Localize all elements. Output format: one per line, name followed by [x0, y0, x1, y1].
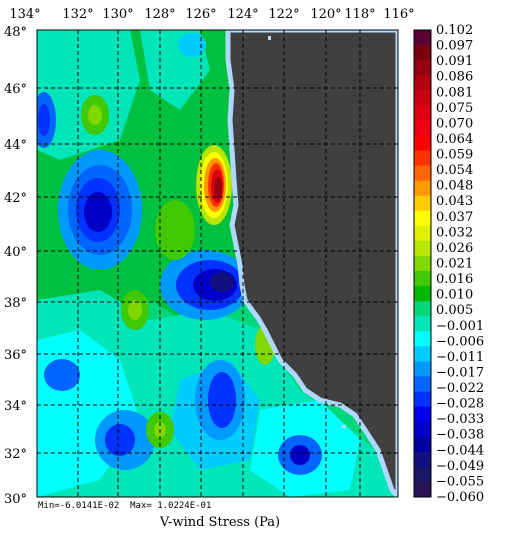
colorbar-label: 0.102 — [436, 23, 473, 38]
colorbar-label: −0.055 — [436, 474, 484, 489]
colorbar-swatch — [414, 90, 431, 106]
colorbar-label: 0.010 — [436, 288, 473, 303]
colorbar-label: −0.001 — [436, 319, 484, 334]
field-plot — [37, 30, 398, 497]
colorbar-swatch — [414, 180, 431, 197]
colorbar-swatch — [414, 436, 431, 453]
lat-label: 30° — [4, 492, 27, 507]
lon-label: 128° — [144, 7, 175, 22]
colorbar-label: −0.022 — [436, 381, 484, 396]
lon-label: 134° — [9, 7, 40, 22]
colorbar-label: 0.016 — [436, 272, 473, 287]
colorbar-label: 0.075 — [436, 101, 473, 116]
colorbar-label: 0.064 — [436, 132, 473, 147]
lon-label: 124° — [227, 7, 258, 22]
colorbar-swatch — [414, 30, 431, 46]
colorbar-swatch — [414, 105, 431, 121]
colorbar-swatch — [414, 135, 431, 152]
lon-label: 130° — [102, 7, 133, 22]
colorbar-border — [413, 29, 432, 498]
land-mass — [225, 30, 398, 497]
min-max-stats: Min=-6.0141E-02 Max= 1.0224E-01 — [38, 501, 212, 511]
colorbar-label: −0.060 — [436, 490, 484, 505]
colorbar-swatch — [414, 451, 431, 468]
colorbar-label: 0.021 — [436, 257, 473, 272]
colorbar-label: 0.048 — [436, 179, 473, 194]
lon-label: 116° — [383, 7, 414, 22]
colorbar-swatch — [414, 286, 431, 302]
longitude-labels: 134° 132° 130° 128° 126° 124° 122° 120° … — [9, 7, 414, 22]
lat-label: 42° — [4, 191, 27, 206]
colorbar-swatch — [414, 421, 431, 438]
colorbar-label: −0.006 — [436, 334, 484, 349]
lon-label: 122° — [268, 7, 299, 22]
latitude-labels: 48° 46° 44° 42° 40° 38° 36° 34° 32° 30° — [4, 25, 27, 507]
colorbar-label: 0.032 — [436, 225, 473, 240]
lat-label: 34° — [4, 399, 27, 414]
colorbar-label: 0.005 — [436, 303, 473, 318]
colorbar-label: 0.037 — [436, 210, 473, 225]
lat-label: 40° — [4, 245, 27, 260]
lon-label: 126° — [185, 7, 216, 22]
colorbar-swatch — [414, 225, 431, 242]
colorbar-swatch — [414, 240, 431, 257]
colorbar-swatch — [414, 45, 431, 61]
colorbar-swatch — [414, 301, 431, 317]
map-title: V-wind Stress (Pa) — [159, 515, 281, 530]
colorbar-label: −0.017 — [436, 365, 484, 380]
colorbar-label: 0.070 — [436, 116, 473, 131]
colorbar-swatch — [414, 376, 431, 393]
colorbar: 0.1020.0970.0910.0860.0810.0750.0700.064… — [413, 23, 484, 505]
lat-label: 36° — [4, 348, 27, 363]
colorbar-swatch — [414, 195, 431, 212]
colorbar-swatch — [414, 316, 431, 332]
lat-label: 46° — [4, 82, 27, 97]
lat-label: 38° — [4, 296, 27, 311]
grid-lines — [37, 30, 398, 497]
lon-label: 118° — [344, 7, 375, 22]
colorbar-swatch — [414, 361, 431, 377]
colorbar-swatch — [414, 210, 431, 227]
lon-label: 120° — [310, 7, 341, 22]
lat-label: 48° — [4, 25, 27, 40]
colorbar-swatch — [414, 120, 431, 136]
colorbar-swatch — [414, 150, 431, 167]
colorbar-swatch — [414, 165, 431, 182]
colorbar-label: −0.044 — [436, 443, 484, 458]
plot-border — [36, 29, 399, 498]
lat-label: 32° — [4, 447, 27, 462]
colorbar-swatch — [414, 331, 431, 347]
colorbar-swatch — [414, 60, 431, 76]
colorbar-label: 0.097 — [436, 39, 473, 54]
lon-label: 132° — [62, 7, 93, 22]
colorbar-label: 0.026 — [436, 241, 473, 256]
colorbar-swatch — [414, 255, 431, 272]
colorbar-label: 0.081 — [436, 85, 473, 100]
colorbar-label: −0.038 — [436, 428, 484, 443]
colorbar-label: 0.086 — [436, 70, 473, 85]
colorbar-label: 0.043 — [436, 194, 473, 209]
colorbar-label: 0.091 — [436, 54, 473, 69]
colorbar-swatch — [414, 75, 431, 91]
colorbar-label: −0.049 — [436, 459, 484, 474]
colorbar-swatch — [414, 346, 431, 362]
colorbar-swatch — [414, 271, 431, 287]
colorbar-label: −0.011 — [436, 350, 484, 365]
colorbar-swatch — [414, 481, 431, 498]
colorbar-label: −0.033 — [436, 412, 484, 427]
colorbar-swatch — [414, 391, 431, 408]
colorbar-label: −0.028 — [436, 397, 484, 412]
colorbar-label: 0.054 — [436, 163, 473, 178]
lat-label: 44° — [4, 138, 27, 153]
colorbar-swatch — [414, 466, 431, 483]
colorbar-swatch — [414, 406, 431, 423]
colorbar-label: 0.059 — [436, 148, 473, 163]
